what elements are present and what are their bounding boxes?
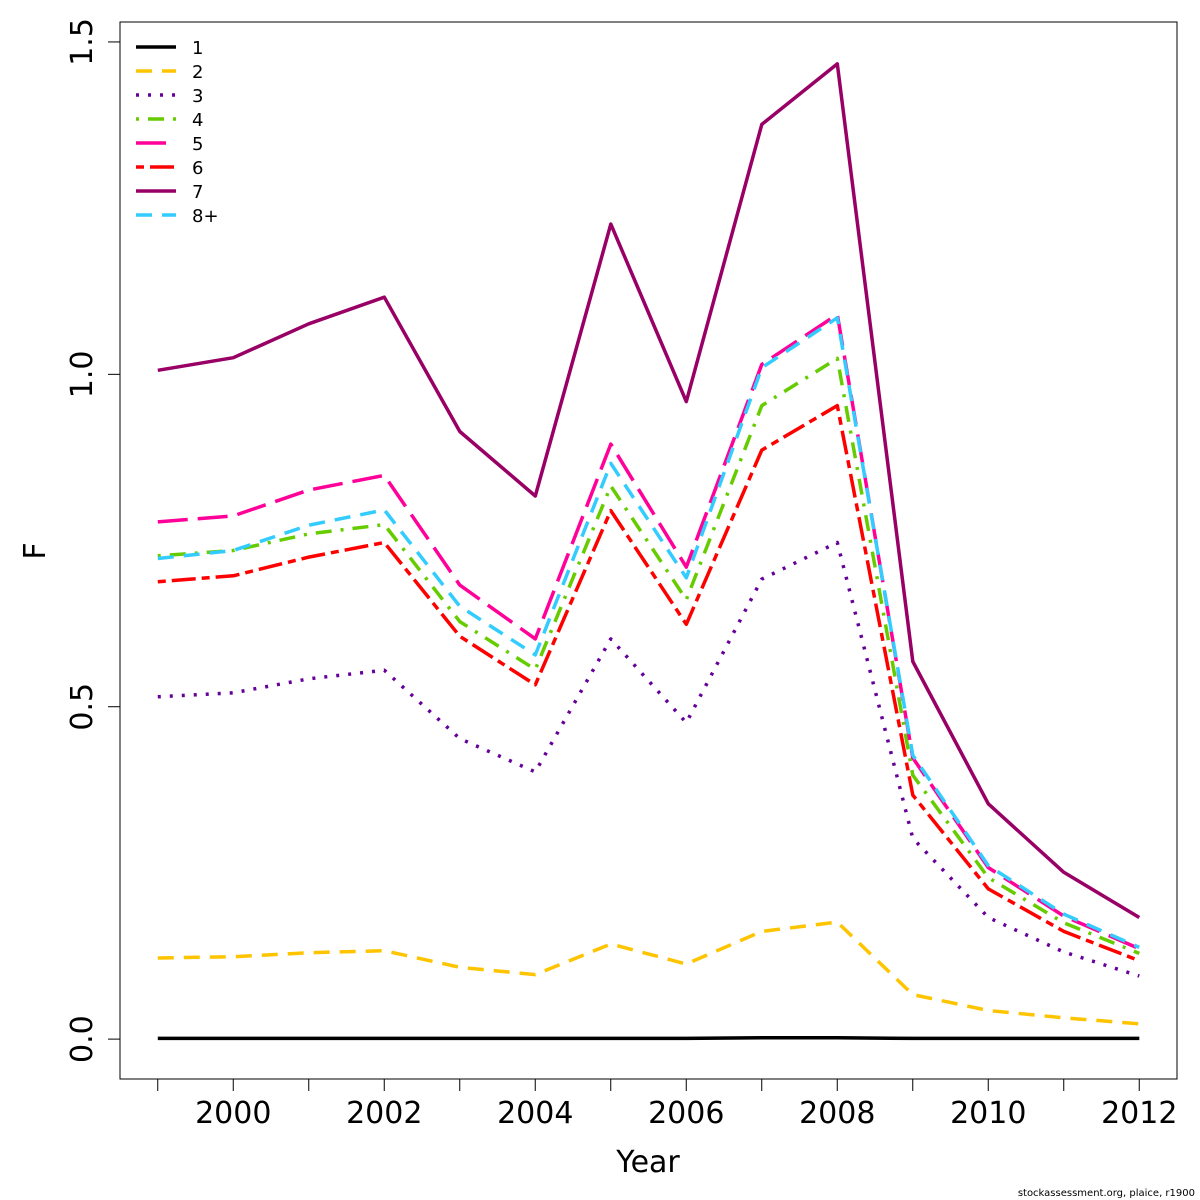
y-tick-label: 0.5 (65, 683, 100, 731)
footer-credit: stockassessment.org, plaice, r1900 (1018, 1188, 1195, 1199)
legend-label: 8+ (192, 206, 219, 227)
series-line-7 (157, 62, 1141, 920)
x-tick-label: 2012 (1101, 1096, 1177, 1131)
series-line-5 (157, 312, 1140, 951)
legend-label: 6 (192, 158, 203, 179)
legend-label: 4 (192, 110, 203, 131)
x-tick-label: 2010 (950, 1096, 1026, 1131)
y-axis: 0.0 0.5 1.0 1.5 (65, 18, 120, 1063)
series-lines (157, 62, 1141, 1041)
x-tick-label: 2002 (346, 1096, 422, 1131)
y-tick-label: 1.5 (65, 18, 100, 66)
series-line-1 (157, 1036, 1140, 1041)
series-line-4 (157, 356, 1140, 956)
series-line-2 (157, 920, 1140, 1026)
x-tick-label: 2004 (497, 1096, 573, 1131)
legend-label: 3 (192, 86, 203, 107)
legend-label: 1 (192, 38, 203, 59)
legend-label: 5 (192, 134, 203, 155)
x-axis: 2000 2002 2004 2006 2008 2010 2012 (157, 1079, 1177, 1131)
y-axis-title: F (18, 542, 53, 559)
x-tick-label: 2006 (648, 1096, 724, 1131)
legend-label: 2 (192, 62, 203, 83)
y-tick-label: 1.0 (65, 350, 100, 398)
legend: 1 2 3 4 5 6 7 8+ (136, 38, 219, 227)
legend-label: 7 (192, 182, 203, 203)
plot-frame (119, 21, 1178, 1080)
series-line-8plus (157, 316, 1141, 950)
x-tick-label: 2008 (799, 1096, 875, 1131)
series-line-3 (157, 540, 1140, 978)
x-tick-label: 2000 (195, 1096, 271, 1131)
x-axis-title: Year (615, 1145, 680, 1180)
y-tick-label: 0.0 (65, 1015, 100, 1063)
series-line-6 (157, 403, 1140, 963)
